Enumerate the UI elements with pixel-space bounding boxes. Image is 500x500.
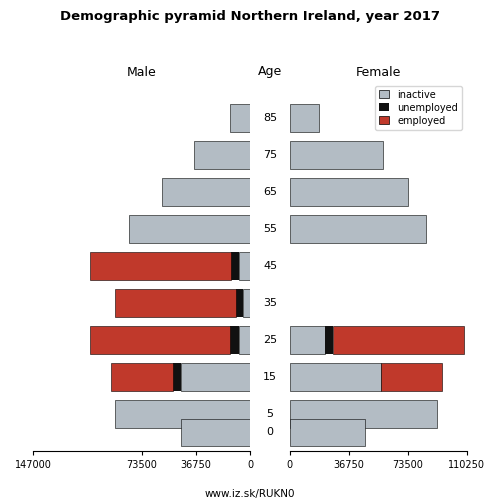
Bar bbox=[114, 400, 250, 428]
Text: 0: 0 bbox=[266, 428, 274, 438]
Text: 55: 55 bbox=[263, 224, 277, 234]
Bar bbox=[130, 215, 250, 243]
Bar bbox=[290, 215, 426, 243]
Text: 25: 25 bbox=[263, 335, 277, 345]
Text: 35: 35 bbox=[263, 298, 277, 308]
Text: Demographic pyramid Northern Ireland, year 2017: Demographic pyramid Northern Ireland, ye… bbox=[60, 10, 440, 23]
Bar bbox=[381, 363, 442, 391]
Text: www.iz.sk/RUKN0: www.iz.sk/RUKN0 bbox=[205, 490, 295, 500]
Bar bbox=[290, 326, 325, 354]
Bar bbox=[325, 326, 333, 354]
Title: Male: Male bbox=[127, 66, 157, 78]
Text: 65: 65 bbox=[263, 187, 277, 197]
Text: 45: 45 bbox=[263, 261, 277, 271]
Text: 5: 5 bbox=[266, 409, 274, 419]
Bar bbox=[90, 326, 230, 354]
Legend: inactive, unemployed, employed: inactive, unemployed, employed bbox=[374, 86, 462, 130]
Bar bbox=[116, 289, 236, 317]
Bar bbox=[236, 289, 243, 317]
Bar bbox=[111, 363, 173, 391]
Bar bbox=[194, 141, 250, 169]
Bar bbox=[290, 141, 382, 169]
Bar bbox=[173, 363, 181, 391]
Bar bbox=[238, 326, 250, 354]
Bar bbox=[230, 326, 238, 354]
Text: 85: 85 bbox=[263, 113, 277, 123]
Bar bbox=[290, 104, 318, 132]
Bar bbox=[238, 252, 250, 280]
Title: Female: Female bbox=[356, 66, 401, 78]
Bar bbox=[290, 178, 408, 206]
Text: 15: 15 bbox=[263, 372, 277, 382]
Bar bbox=[333, 326, 464, 354]
Bar bbox=[181, 418, 250, 446]
Bar bbox=[162, 178, 250, 206]
Bar bbox=[290, 400, 437, 428]
Bar bbox=[231, 252, 238, 280]
Bar bbox=[230, 104, 250, 132]
Title: Age: Age bbox=[258, 66, 282, 78]
Bar bbox=[90, 252, 231, 280]
Bar bbox=[181, 363, 250, 391]
Text: 75: 75 bbox=[263, 150, 277, 160]
Bar bbox=[290, 363, 381, 391]
Bar bbox=[290, 418, 365, 446]
Bar bbox=[243, 289, 250, 317]
